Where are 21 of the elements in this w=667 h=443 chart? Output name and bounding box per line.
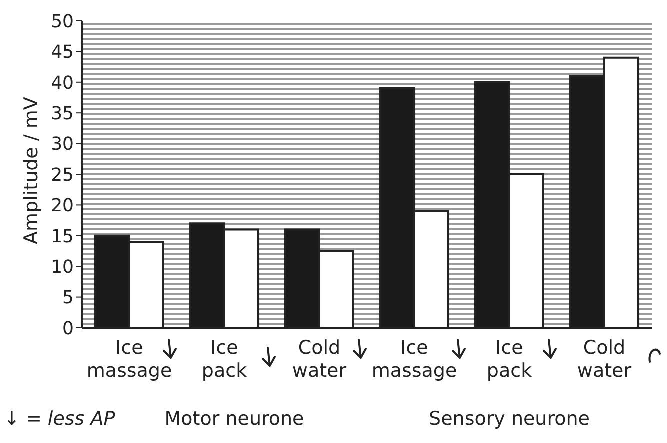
y-tick-label: 40 <box>51 72 74 94</box>
x-tick-label: Cold water <box>577 337 632 382</box>
y-tick-label: 15 <box>51 226 74 248</box>
y-axis-title: Amplitude / mV <box>20 97 43 244</box>
y-tick-label: 35 <box>51 103 74 124</box>
text: Sensory neurone <box>429 408 590 430</box>
y-tick-label: 30 <box>51 134 74 156</box>
x-tick-label: Ice massage <box>372 337 458 382</box>
text: ↓ = less AP <box>4 408 116 430</box>
x-tick-label: Ice pack <box>486 337 532 382</box>
y-tick-label: 5 <box>62 288 74 309</box>
y-tick-label: 45 <box>51 42 74 64</box>
y-tick-label: 25 <box>51 164 74 186</box>
y-tick-label: 50 <box>51 11 74 32</box>
y-tick-label: 20 <box>51 196 74 217</box>
x-tick-label: Ice pack <box>202 337 248 382</box>
y-tick-label: 0 <box>62 318 74 340</box>
x-tick-label: Ice massage <box>86 337 172 382</box>
text: Motor neurone <box>164 408 304 430</box>
y-tick-label: 10 <box>51 256 74 278</box>
x-tick-label: Cold water <box>292 337 347 382</box>
